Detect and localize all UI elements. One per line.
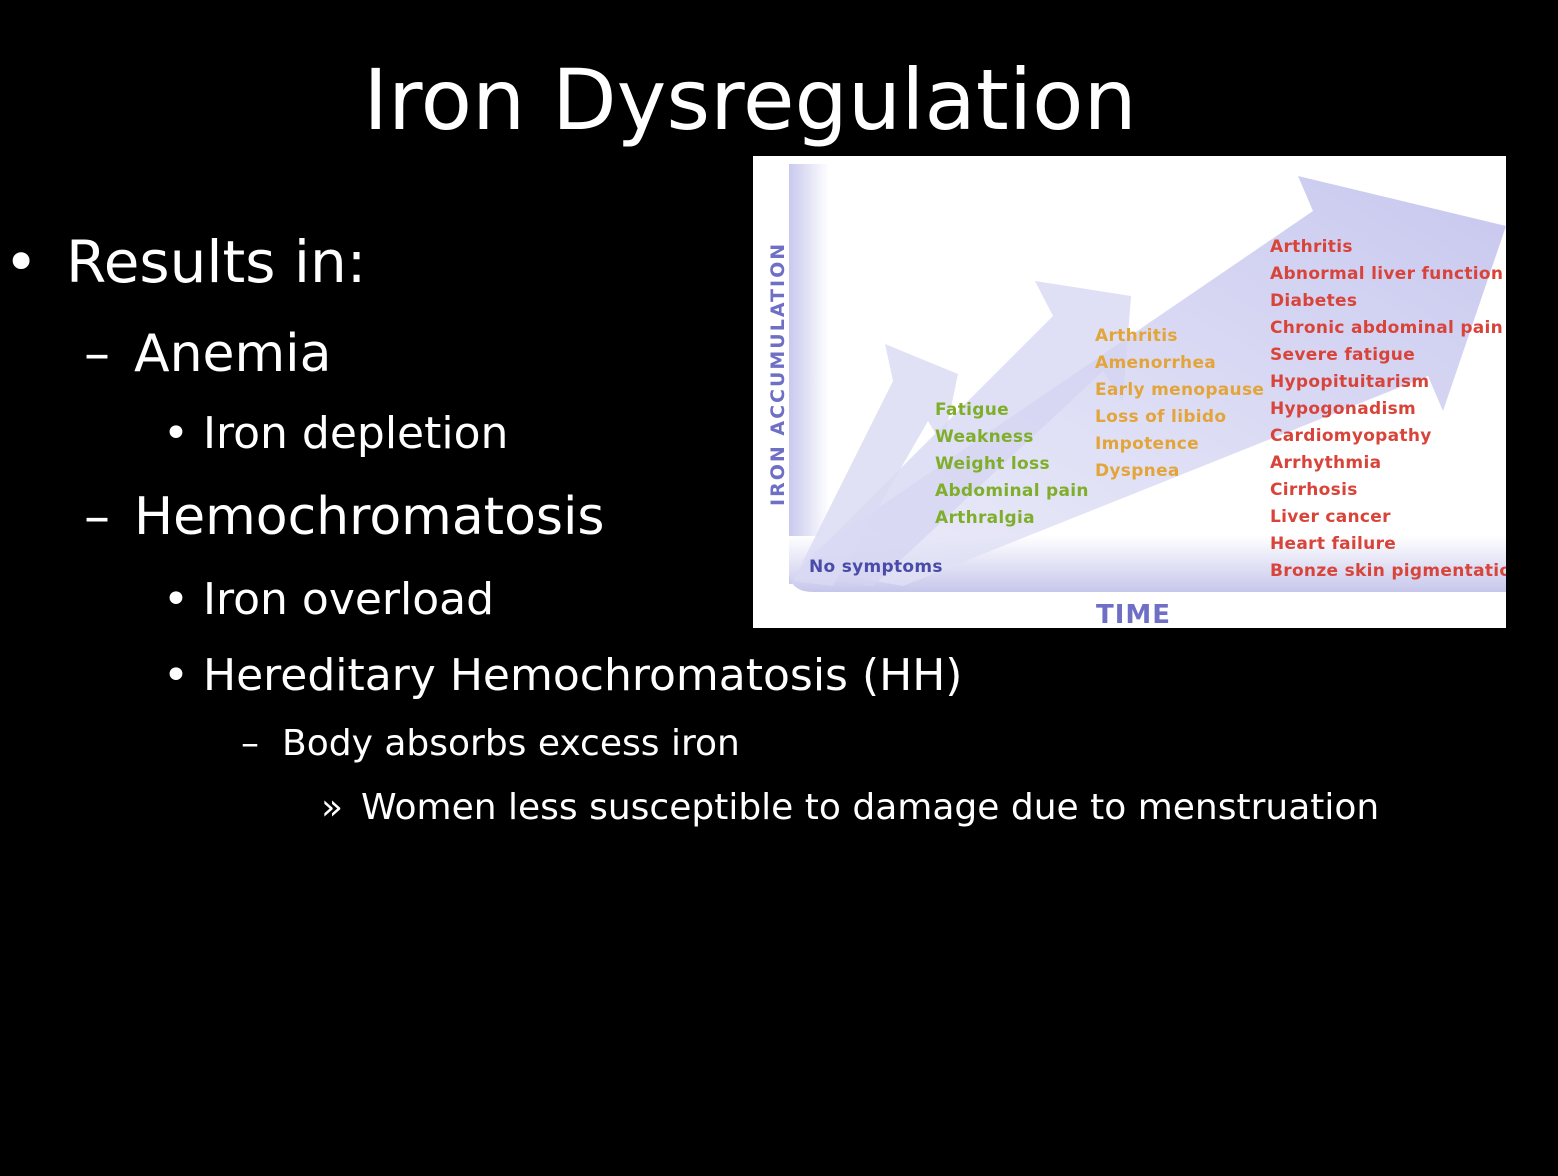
- symptom-item: Arthritis: [1270, 237, 1353, 257]
- bullet-marker: •: [163, 408, 189, 459]
- growth-arrow-small: [793, 344, 958, 586]
- symptom-item: Abnormal liver function: [1270, 264, 1504, 284]
- bullet-text: Body absorbs excess iron: [282, 723, 740, 764]
- bullet-text: Results in:: [66, 228, 367, 296]
- symptom-item: Bronze skin pigmentation: [1270, 561, 1506, 581]
- symptom-item: Cardiomyopathy: [1270, 426, 1432, 446]
- dash-marker: –: [241, 723, 259, 764]
- bullet-text: Anemia: [134, 324, 332, 384]
- bullet-text: Iron overload: [203, 574, 495, 625]
- bullet-text: Women less susceptible to damage due to …: [361, 787, 1380, 828]
- dash-marker: –: [84, 324, 110, 384]
- symptom-item: Arthritis: [1095, 326, 1178, 346]
- symptom-item: Early menopause: [1095, 380, 1265, 400]
- symptom-item: Severe fatigue: [1270, 345, 1416, 365]
- symptom-item: Liver cancer: [1270, 507, 1391, 527]
- symptom-item: Abdominal pain: [935, 481, 1089, 501]
- iron-accumulation-figure: IRON ACCUMULATION TIME No symptoms Fatig…: [753, 156, 1506, 628]
- symptom-item: Weight loss: [935, 454, 1050, 474]
- symptom-item: Diabetes: [1270, 291, 1358, 311]
- stage2-symptoms: Arthritis Amenorrhea Early menopause Loss o…: [1095, 323, 1264, 485]
- symptom-item: Hypogonadism: [1270, 399, 1417, 419]
- slide-title: Iron Dysregulation: [363, 51, 1137, 149]
- symptom-item: Amenorrhea: [1095, 353, 1217, 373]
- symptom-item: Impotence: [1095, 434, 1199, 454]
- symptom-item: Loss of libido: [1095, 407, 1227, 427]
- symptom-item: Cirrhosis: [1270, 480, 1358, 500]
- symptom-item: No symptoms: [809, 557, 943, 577]
- symptom-item: Dyspnea: [1095, 461, 1180, 481]
- stage3-symptoms: Arthritis Abnormal liver function Diabetes…: [1270, 234, 1506, 585]
- symptom-item: Heart failure: [1270, 534, 1397, 554]
- symptom-item: Weakness: [935, 427, 1034, 447]
- bullet-marker: •: [163, 650, 189, 701]
- bullet-marker: •: [163, 574, 189, 625]
- bullet-marker: •: [4, 228, 39, 296]
- symptom-item: Fatigue: [935, 400, 1009, 420]
- bullet-text: Hemochromatosis: [134, 487, 605, 547]
- figure-background-art: [789, 164, 1506, 592]
- stage1-symptoms: Fatigue Weakness Weight loss Abdominal pain…: [935, 397, 1089, 532]
- x-axis-label: TIME: [1096, 600, 1172, 628]
- bullet-text: Iron depletion: [203, 408, 509, 459]
- dash-marker: –: [84, 487, 110, 547]
- bullet-text: Hereditary Hemochromatosis (HH): [203, 650, 963, 701]
- y-axis-label: IRON ACCUMULATION: [767, 241, 789, 506]
- symptom-item: Arrhythmia: [1270, 453, 1382, 473]
- symptom-item: Chronic abdominal pain: [1270, 318, 1504, 338]
- symptom-item: Arthralgia: [935, 508, 1035, 528]
- stage0-symptoms: No symptoms: [809, 554, 943, 581]
- chevron-marker: »: [321, 787, 344, 828]
- growth-arrow-medium: [793, 281, 1131, 586]
- chart-wall: [789, 164, 829, 584]
- symptom-item: Hypopituitarism: [1270, 372, 1430, 392]
